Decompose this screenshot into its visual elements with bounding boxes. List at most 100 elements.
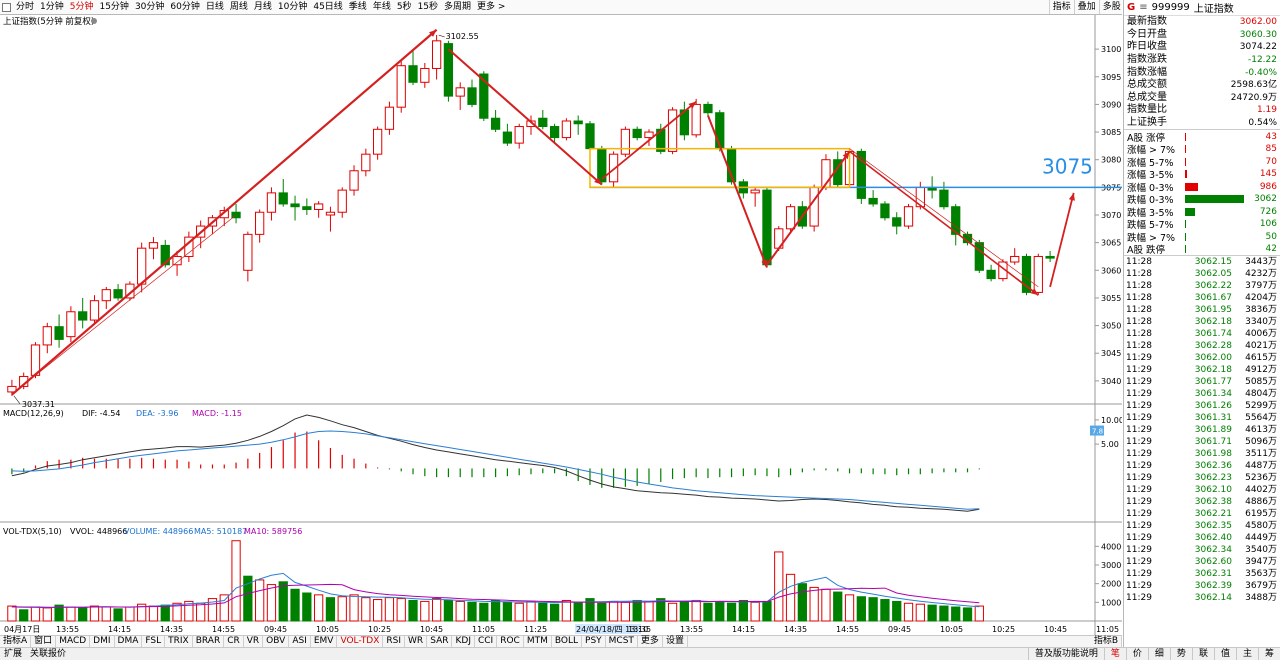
period-tab[interactable]: 10分钟 [277, 2, 308, 12]
indicator-tab[interactable]: EMV [311, 636, 338, 647]
tick-time: 11:29 [1126, 389, 1152, 400]
status-button[interactable]: 主 [1235, 648, 1258, 660]
tick-price: 3061.31 [1194, 413, 1232, 424]
indicator-tab[interactable]: 指标A [0, 636, 32, 647]
status-button[interactable]: 筹 [1257, 648, 1280, 660]
period-tab[interactable]: 季线 [348, 2, 367, 12]
indicator-tab[interactable]: KDJ [452, 636, 475, 647]
quote-value: -12.22 [1247, 55, 1277, 66]
period-tab[interactable]: 年线 [372, 2, 391, 12]
indicator-tab[interactable]: MCST [606, 636, 638, 647]
layout-icon[interactable] [2, 2, 11, 12]
period-tab[interactable]: 5秒 [396, 2, 412, 12]
tick-time: 11:28 [1126, 329, 1152, 340]
indicator-tab[interactable]: DMI [90, 636, 115, 647]
tick-row: 11:29 3062.38 4886万 [1124, 496, 1280, 508]
period-tab[interactable]: 60分钟 [170, 2, 200, 12]
indicator-tab[interactable]: CR [224, 636, 244, 647]
related-quote-button[interactable]: 关联报价 [30, 649, 67, 659]
indicator-tab[interactable]: SAR [427, 636, 453, 647]
chart-tool-button[interactable]: 指标 [1048, 0, 1074, 14]
tick-list[interactable]: 11:28 3062.15 3443万 11:28 3062.05 4232万 11:28 3… [1124, 255, 1280, 604]
indicator-tab[interactable]: VR [244, 636, 264, 647]
candle-body [219, 210, 229, 219]
indicator-tab[interactable]: TRIX [165, 636, 193, 647]
status-button[interactable]: 值 [1213, 648, 1236, 660]
group-icon[interactable]: G [1127, 2, 1136, 13]
status-button[interactable]: 价 [1125, 648, 1148, 660]
volume-bar [679, 600, 690, 622]
volume-bar [750, 601, 760, 622]
period-tab[interactable]: 15分钟 [99, 2, 129, 12]
tick-price: 3061.34 [1194, 389, 1232, 400]
indicator-tab[interactable]: CCI [475, 636, 498, 647]
status-button[interactable]: 笔 [1103, 648, 1126, 660]
tick-price: 3062.00 [1194, 353, 1232, 364]
period-tab[interactable]: 5分钟 [69, 2, 94, 12]
volume-bar [797, 583, 807, 622]
candle-body [667, 109, 678, 152]
settings-icon[interactable] [91, 18, 97, 24]
chart-tool-button[interactable]: 多股 [1098, 0, 1124, 14]
kline-chart-area[interactable]: 上证指数(5分钟 前复权) 3100 3095 3090 3085 3080 3075 307… [0, 15, 1126, 635]
indicator-tab[interactable]: MTM [524, 636, 552, 647]
indicator-tab[interactable]: 设置 [663, 636, 688, 647]
indicator-tab[interactable]: PSY [582, 636, 606, 647]
indicator-tab[interactable]: DMA [115, 636, 143, 647]
candle-body [998, 261, 1008, 280]
indicator-tab[interactable]: ROC [497, 636, 524, 647]
period-tab[interactable]: 1分钟 [40, 2, 64, 12]
volume-bar [667, 602, 678, 622]
candle-body [266, 192, 277, 213]
period-tab[interactable]: 多周期 [444, 2, 472, 12]
indicator-tab[interactable]: RSI [383, 636, 406, 647]
indicator-tab[interactable]: BOLL [552, 636, 583, 647]
volume-bar [644, 600, 654, 622]
status-button[interactable]: 细 [1147, 648, 1170, 660]
indicator-tab[interactable]: MACD [56, 636, 91, 647]
indicator-tab-b[interactable]: 指标B [1091, 636, 1122, 647]
kline-chart[interactable]: 上证指数(5分钟 前复权) 3100 3095 3090 3085 3080 3075 307… [0, 15, 1126, 635]
expand-button[interactable]: 扩展 [4, 649, 23, 659]
trend-arrow-line[interactable] [11, 28, 438, 396]
candle-body [703, 103, 713, 114]
trend-arrow-line[interactable] [707, 115, 768, 268]
period-tab[interactable]: 日线 [205, 2, 224, 12]
candle-body [337, 189, 347, 213]
period-tab[interactable]: 月线 [253, 2, 272, 12]
trend-arrow-line[interactable] [766, 150, 851, 266]
indicator-tab[interactable]: 更多 [638, 636, 663, 647]
tick-price: 3062.31 [1194, 569, 1232, 580]
x-tick-label: 10:05 [316, 625, 339, 634]
menu-icon[interactable]: ≡ [1139, 2, 1148, 13]
indicator-tab[interactable]: FSL [142, 636, 166, 647]
indicator-tab[interactable]: 窗口 [31, 636, 57, 647]
indicator-tab[interactable]: WR [405, 636, 428, 647]
trend-arrow-line[interactable] [849, 150, 1039, 296]
tick-price: 3062.38 [1194, 497, 1232, 508]
trend-arrow-line[interactable] [1049, 192, 1075, 288]
candle-body [431, 40, 442, 69]
volume-bar [243, 575, 253, 622]
period-tab[interactable]: 15秒 [417, 2, 439, 12]
period-tab[interactable]: 30分钟 [134, 2, 165, 12]
status-button[interactable]: 联 [1191, 648, 1214, 660]
tick-time: 11:29 [1126, 581, 1152, 592]
period-tab[interactable]: 周线 [229, 2, 248, 12]
help-link[interactable]: 普及版功能说明 [1027, 648, 1104, 660]
period-tab[interactable]: 更多 > [477, 2, 506, 12]
tick-volume: 4204万 [1245, 293, 1277, 304]
trend-arrow-line[interactable] [601, 100, 697, 180]
trend-arrow-line[interactable] [447, 48, 603, 186]
status-button[interactable]: 势 [1169, 648, 1192, 660]
indicator-tab[interactable]: VOL-TDX [337, 636, 384, 647]
chart-tool-button[interactable]: 叠加 [1073, 0, 1099, 14]
indicator-tab[interactable]: BRAR [193, 636, 225, 647]
period-tab[interactable]: 45日线 [313, 2, 343, 12]
indicator-tab[interactable]: OBV [263, 636, 290, 647]
indicator-tab[interactable]: ASI [289, 636, 311, 647]
period-tab[interactable]: 分时 [16, 2, 35, 12]
candle-body [856, 150, 866, 199]
volume-bar [726, 602, 737, 622]
x-tick-label: 11:25 [524, 625, 547, 634]
